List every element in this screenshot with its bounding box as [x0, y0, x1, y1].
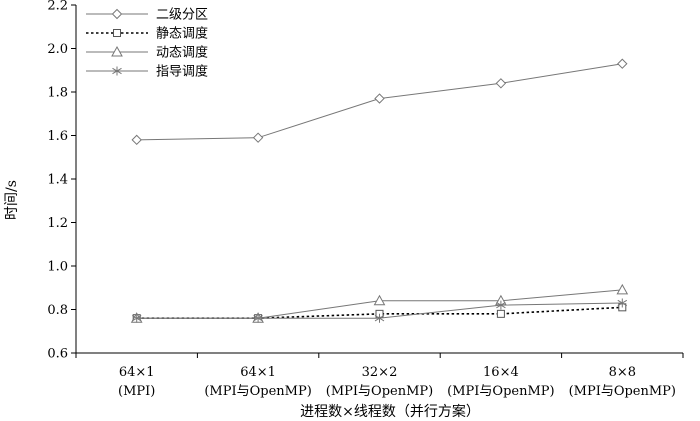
series-1 — [131, 58, 628, 146]
y-tick-label: 1.0 — [47, 260, 68, 275]
legend-marker — [112, 66, 122, 76]
data-point — [131, 134, 142, 146]
legend-label: 指导调度 — [156, 64, 208, 80]
asterisk-stroke — [374, 315, 385, 322]
asterisk-stroke — [131, 315, 142, 322]
y-tick-label: 2.0 — [47, 42, 68, 57]
asterisk-stroke — [617, 299, 628, 307]
x-category-label-line1: 16×4 — [483, 365, 519, 380]
data-point — [374, 93, 385, 104]
series-layer — [130, 58, 629, 323]
x-category-label-line2: (MPI与OpenMP) — [204, 384, 311, 399]
axes: 0.6 0.8 1.0 1.2 1.4 1.6 1.8 2.0 2.2 64×1 (MPI) 64×1… — [47, 0, 684, 399]
x-category-label-line1: 8×8 — [609, 365, 636, 380]
legend-label: 动态调度 — [156, 45, 208, 61]
x-category-label-line2: (MPI与OpenMP) — [569, 384, 676, 399]
x-category-label-line1: 64×1 — [240, 365, 276, 380]
legend-label: 静态调度 — [156, 26, 208, 42]
y-tick-label: 2.2 — [47, 0, 68, 14]
data-point — [374, 313, 385, 323]
asterisk-stroke — [253, 315, 263, 322]
data-point — [495, 78, 507, 89]
data-point — [616, 283, 629, 295]
legend-label: 二级分区 — [156, 8, 208, 23]
data-point — [253, 313, 263, 323]
series-4 — [131, 298, 628, 323]
data-point — [496, 309, 505, 318]
y-tick-label: 1.2 — [47, 216, 68, 231]
data-point — [131, 313, 142, 323]
y-tick-label: 1.8 — [47, 86, 68, 101]
y-tick-label: 0.8 — [47, 303, 68, 318]
data-point — [252, 132, 264, 143]
x-category-label-line1: 32×2 — [362, 365, 398, 380]
x-category-label-line2: (MPI与OpenMP) — [326, 384, 433, 399]
y-axis-title: 时间/s — [4, 180, 20, 220]
x-category-label-line2: (MPI) — [118, 384, 155, 399]
x-axis-title: 进程数×线程数（并行方案） — [300, 403, 480, 420]
asterisk-stroke — [112, 67, 122, 75]
y-tick-label: 1.4 — [47, 173, 68, 188]
data-point — [617, 58, 628, 69]
data-point — [496, 300, 506, 310]
y-tick-label: 0.6 — [47, 347, 68, 362]
data-point — [617, 298, 628, 308]
y-tick-label: 1.6 — [47, 129, 68, 144]
x-category-label-line2: (MPI与OpenMP) — [447, 384, 554, 399]
legend-marker — [111, 45, 123, 57]
legend-marker — [113, 29, 121, 37]
data-point — [373, 294, 386, 306]
asterisk-stroke — [496, 302, 506, 309]
legend-marker — [111, 8, 123, 20]
x-category-label-line1: 64×1 — [119, 365, 155, 380]
